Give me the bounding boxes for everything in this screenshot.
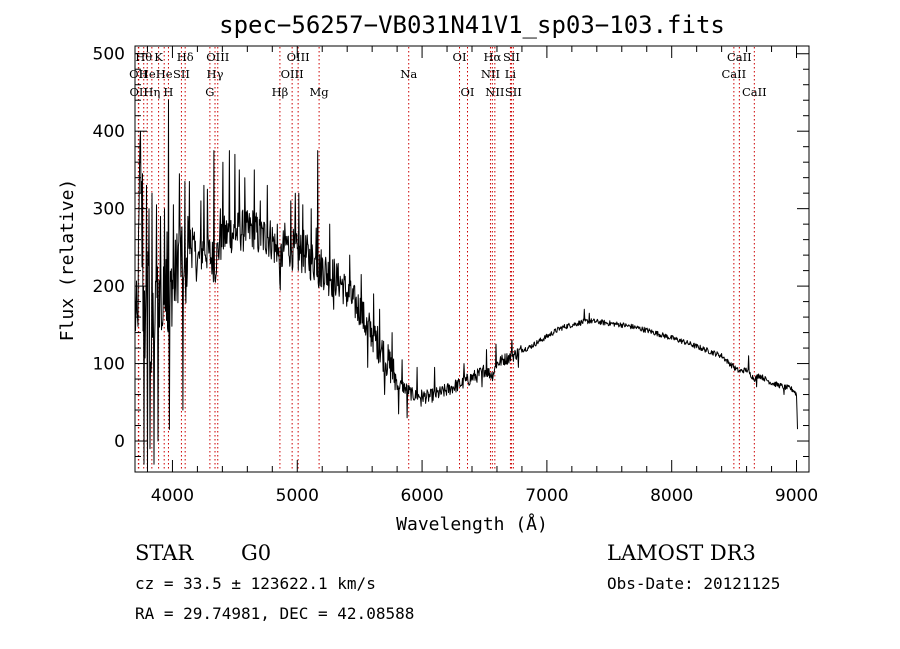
line-label-7: H: [163, 85, 173, 99]
x-tick-label-4000: 4000: [151, 486, 194, 506]
chart-title: spec−56257−VB031N41V1_sp03−103.fits: [219, 11, 725, 39]
y-tick-label-100: 100: [93, 355, 125, 375]
object-class: STAR: [135, 541, 194, 565]
line-label-11: Hγ: [207, 67, 224, 81]
spectrum-line: [134, 99, 798, 469]
x-tick-label-6000: 6000: [400, 486, 443, 506]
spectrum-series: [134, 99, 798, 469]
line-label-5: K: [154, 50, 163, 64]
x-tick-label-5000: 5000: [276, 486, 319, 506]
sky-coordinates: RA = 29.74981, DEC = 42.08588: [135, 604, 414, 623]
y-tick-labels: 0 100 200 300 400 500: [93, 45, 125, 452]
line-label-21: Hα: [483, 50, 501, 64]
y-tick-label-400: 400: [93, 122, 125, 142]
y-tick-label-0: 0: [114, 432, 125, 452]
line-label-22: NII: [485, 85, 504, 99]
x-tick-labels: 4000 5000 6000 7000 8000 9000: [151, 486, 818, 506]
line-label-10: G: [205, 85, 214, 99]
redshift-cz: cz = 33.5 ± 123622.1 km/s: [135, 574, 376, 593]
line-label-2: Hθ: [135, 50, 152, 64]
line-label-6: He: [156, 67, 173, 81]
line-label-24: SII: [503, 50, 520, 64]
line-label-0: OII: [129, 67, 148, 81]
line-label-17: Na: [400, 67, 417, 81]
line-label-4: Hη: [143, 85, 160, 99]
line-label-16: Mg: [310, 85, 330, 99]
line-label-25: SII: [505, 85, 522, 99]
x-tick-label-8000: 8000: [650, 486, 693, 506]
y-axis-label: Flux (relative): [57, 179, 78, 342]
spectral-line-markers: [137, 47, 755, 471]
y-tick-label-300: 300: [93, 200, 125, 220]
line-label-19: OI: [461, 85, 475, 99]
y-tick-label-200: 200: [93, 277, 125, 297]
x-tick-label-9000: 9000: [775, 486, 818, 506]
spectral-line-labels: OIIOIIHθHeHηKHeHSIIHδGHγOIIIHβOIIIOIIIMg…: [129, 50, 767, 99]
survey-name: LAMOST DR3: [607, 541, 756, 565]
line-label-12: OIII: [206, 50, 229, 64]
line-label-15: OIII: [287, 50, 310, 64]
axis-ticks: [135, 46, 809, 472]
line-label-20: NII: [481, 67, 500, 81]
line-label-28: CaII: [742, 85, 767, 99]
x-axis-label: Wavelength (Å): [396, 513, 548, 535]
observation-date: Obs-Date: 20121125: [607, 574, 780, 593]
line-label-23: Li: [505, 67, 517, 81]
object-subclass: G0: [241, 541, 271, 565]
line-label-8: SII: [173, 67, 190, 81]
line-label-18: OI: [453, 50, 467, 64]
line-label-1: OII: [129, 85, 148, 99]
line-label-27: CaII: [727, 50, 752, 64]
line-label-9: Hδ: [177, 50, 194, 64]
x-tick-label-7000: 7000: [525, 486, 568, 506]
line-label-14: OIII: [281, 67, 304, 81]
line-label-13: Hβ: [272, 85, 289, 99]
y-tick-label-500: 500: [93, 45, 125, 65]
line-label-3: He: [139, 67, 156, 81]
plot-frame: [134, 45, 810, 473]
line-label-26: CaII: [721, 67, 746, 81]
